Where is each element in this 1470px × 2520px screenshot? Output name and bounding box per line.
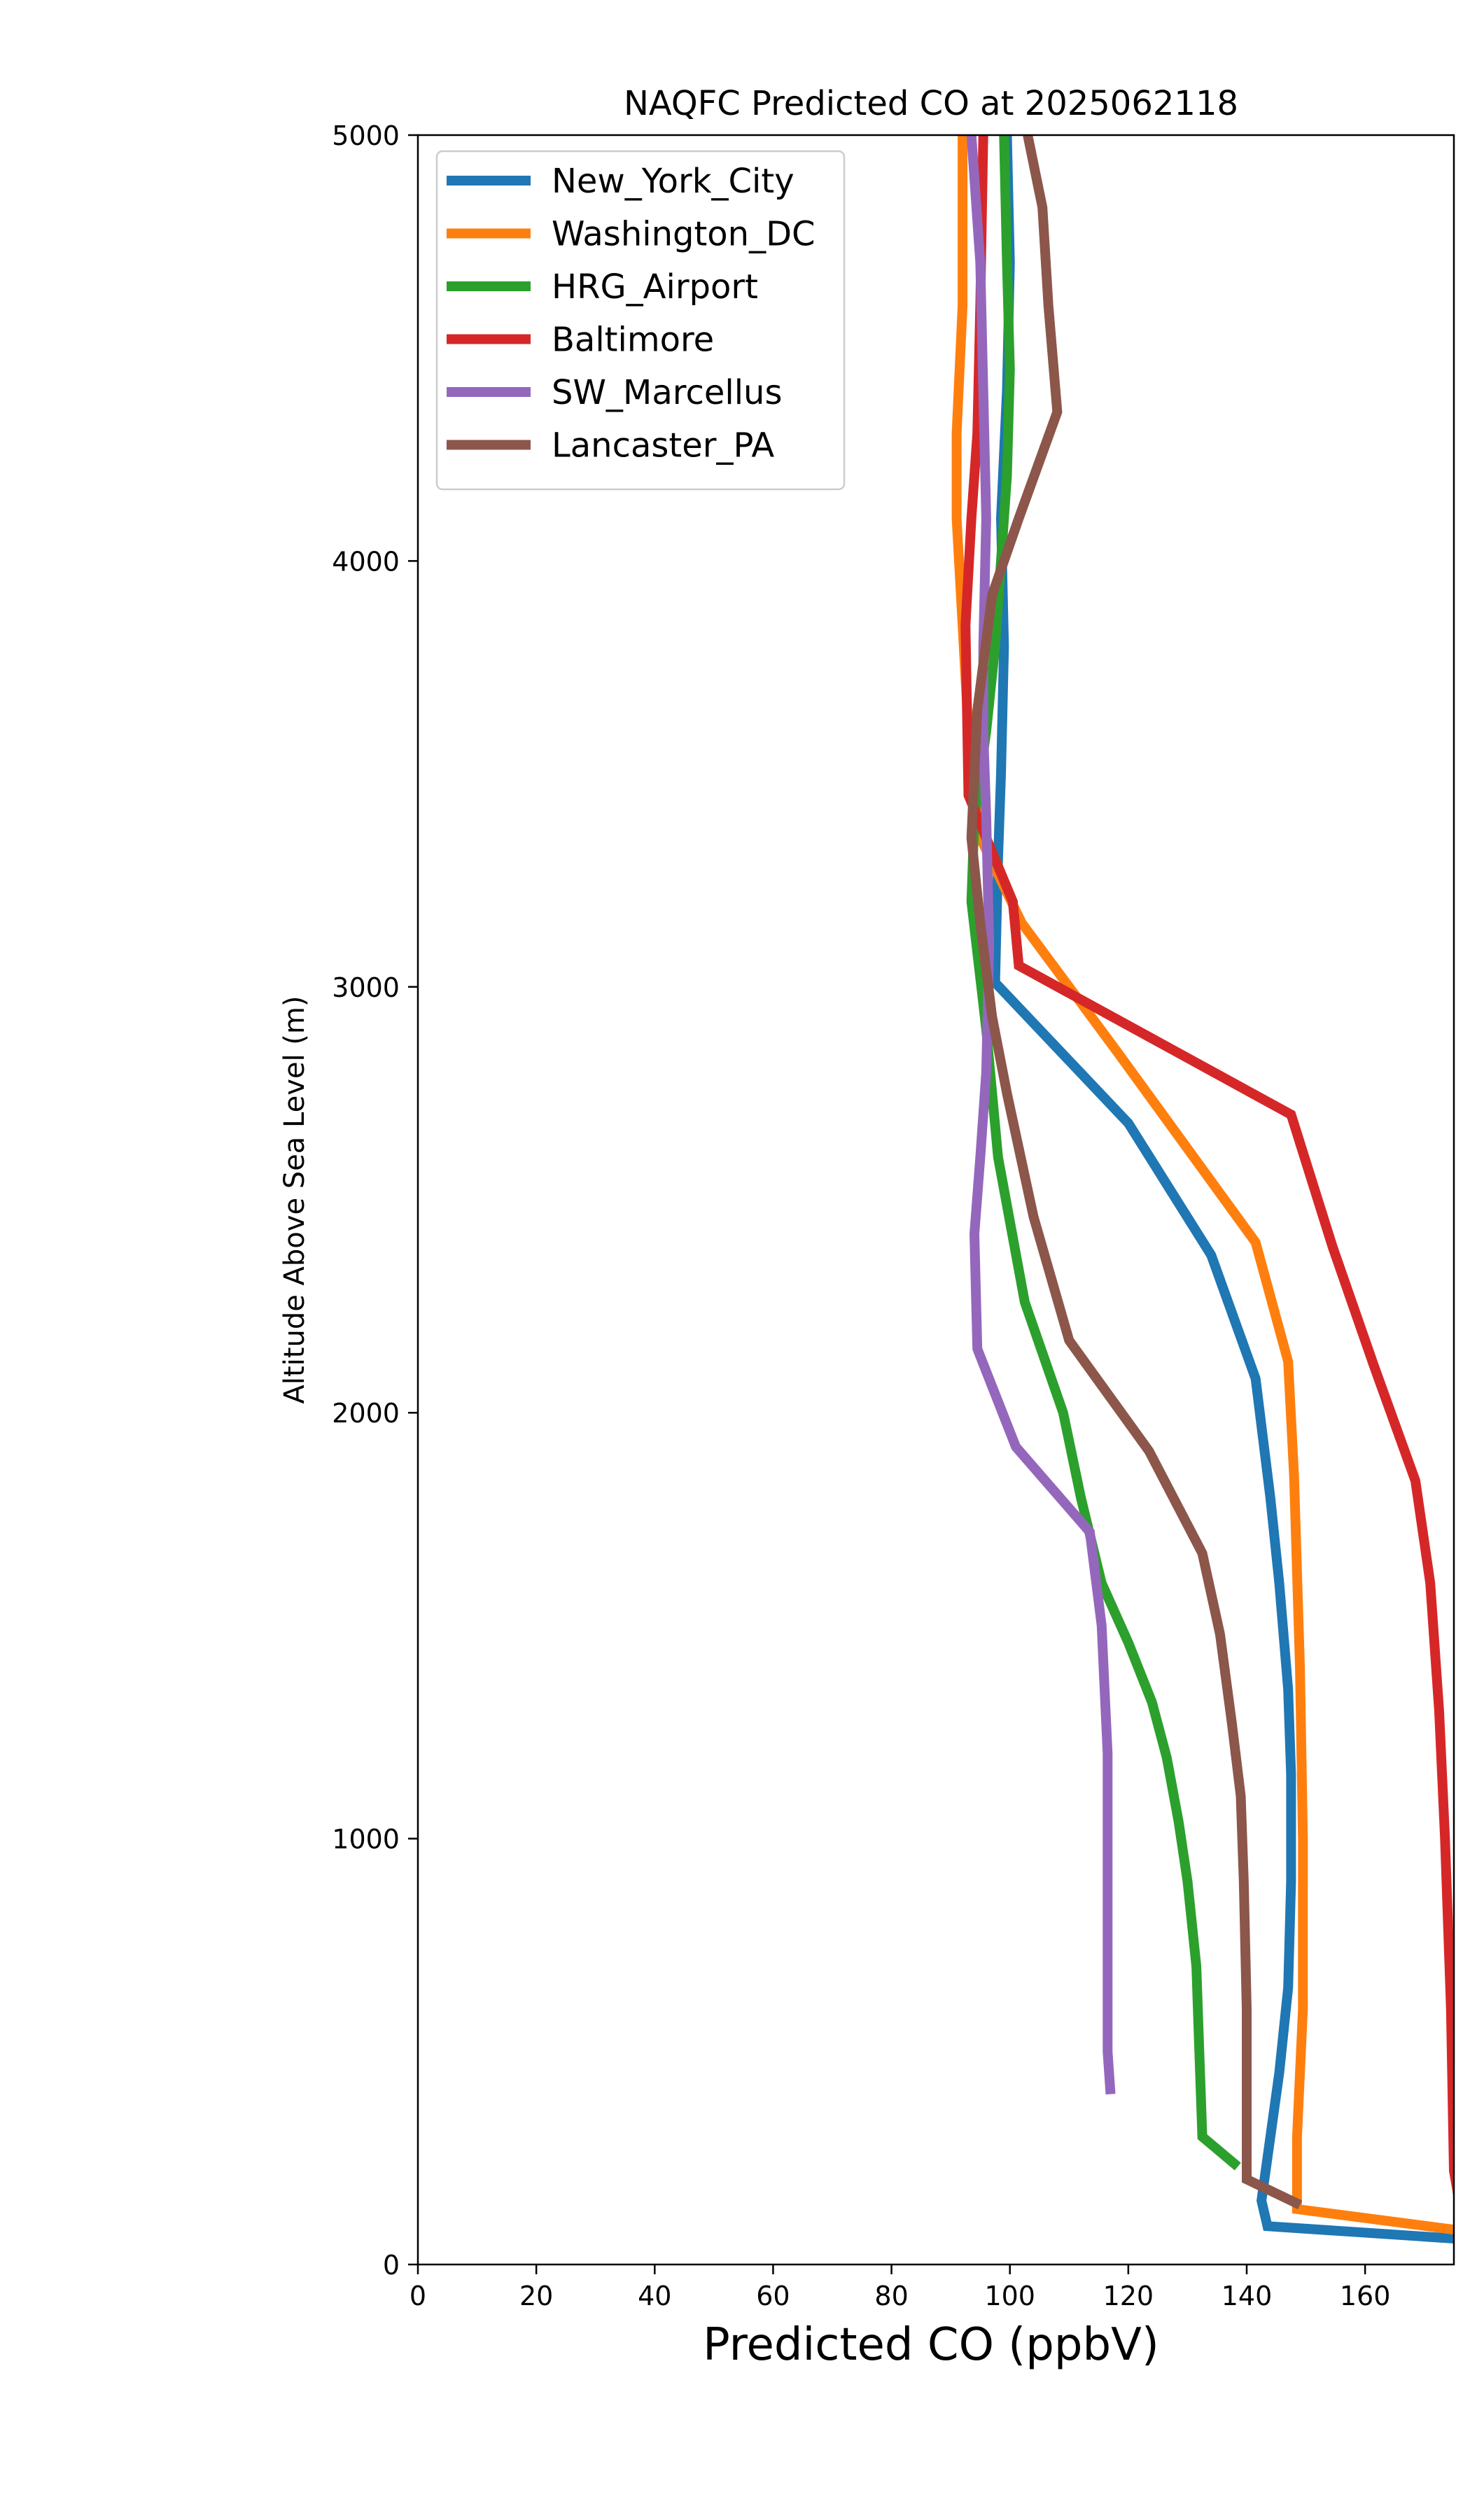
chart-title: NAQFC Predicted CO at 2025062118 [624,84,1238,123]
series-line-new-york-city [990,135,1454,2244]
series-line-sw-marcellus [966,135,1116,2095]
legend-label: HRG_Airport [552,267,758,307]
x-tick-label: 60 [756,2281,790,2311]
legend-label: Baltimore [552,321,714,360]
series-line-washington-dc [951,135,1454,2235]
x-tick-label: 100 [984,2281,1035,2311]
series-line-lancaster-pa [966,135,1303,2210]
plot-area [951,135,1454,2244]
x-tick-label: 20 [519,2281,553,2311]
axes-frame [416,134,1455,2266]
x-tick-label: 140 [1222,2281,1273,2311]
x-tick-label: 120 [1103,2281,1154,2311]
legend: New_York_City Washington_DC HRG_Airport Bal… [435,150,846,491]
x-tick-label: 40 [638,2281,671,2311]
y-tick-label: 0 [383,2250,400,2281]
legend-label: New_York_City [552,162,794,201]
x-tick-label: 80 [874,2281,908,2311]
legend-label: Washington_DC [552,215,816,254]
x-tick-label: 160 [1340,2281,1391,2311]
legend-label: Lancaster_PA [552,426,774,465]
y-tick-label: 2000 [332,1398,400,1429]
x-axis-label: Predicted CO (ppbV) [703,2319,1159,2371]
y-tick-label: 5000 [332,120,400,151]
y-axis: 0 1000 2000 3000 4000 5000 [332,120,418,2281]
y-axis-label: Altitude Above Sea Level (m) [279,996,311,1404]
series-line-hrg-airport [966,135,1241,2171]
x-tick-label: 0 [410,2281,426,2311]
legend-label: SW_Marcellus [552,373,782,412]
y-tick-label: 4000 [332,546,400,577]
series-line-baltimore [960,135,1454,2199]
legend-box [435,150,846,491]
y-tick-label: 1000 [332,1824,400,1855]
x-axis: 0 20 40 60 80 100 120 140 160 [410,2264,1391,2311]
y-tick-label: 3000 [332,972,400,1003]
